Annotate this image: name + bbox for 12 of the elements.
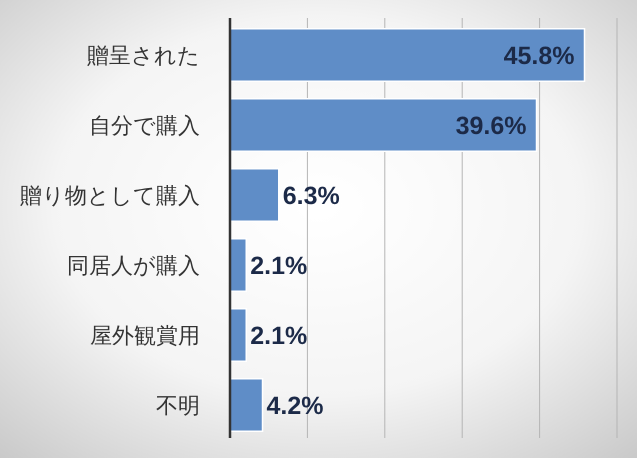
data-label: 6.3%: [282, 182, 340, 210]
data-label: 45.8%: [504, 42, 574, 70]
y-tick-label: 贈り物として購入: [20, 184, 200, 209]
data-label: 2.1%: [250, 322, 308, 350]
y-tick-label: 不明: [156, 394, 200, 419]
data-label: 2.1%: [250, 252, 308, 280]
data-label: 4.2%: [266, 392, 324, 420]
y-tick-label: 贈呈された: [87, 44, 200, 69]
data-label: 39.6%: [456, 112, 527, 140]
y-tick-label: 自分で購入: [89, 114, 200, 139]
y-tick-label: 同居人が購入: [67, 254, 200, 279]
y-tick-label: 屋外観賞用: [90, 324, 200, 349]
